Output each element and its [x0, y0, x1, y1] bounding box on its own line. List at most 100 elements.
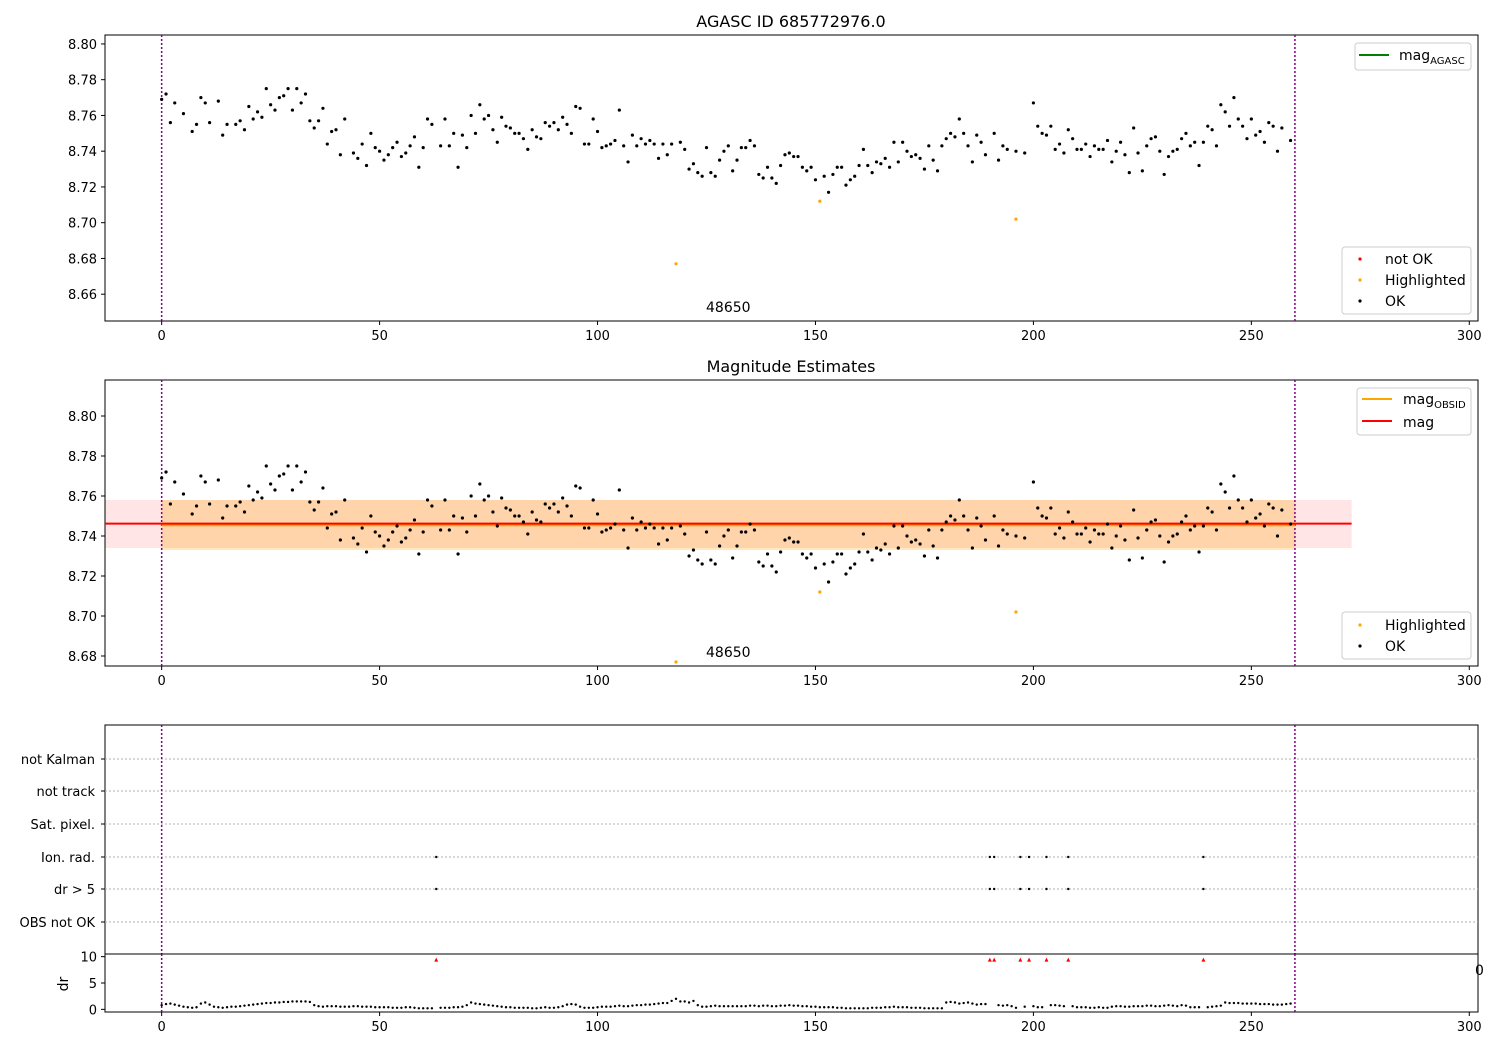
dr-point	[809, 1005, 813, 1008]
panel2-point-ok	[1127, 558, 1131, 562]
dr-point	[609, 1005, 612, 1008]
panel1-point-ok	[848, 178, 852, 182]
panel2-point-highlighted	[674, 660, 678, 664]
flag-row-label: Sat. pixel.	[31, 818, 95, 833]
panel2-point-ok	[896, 546, 900, 550]
dr-point	[901, 1006, 904, 1009]
panel2-point-ok	[1101, 532, 1105, 536]
panel1-point-ok	[1071, 137, 1075, 141]
panel1-point-ok	[517, 131, 521, 135]
dr-point	[330, 1005, 333, 1008]
panel2-point-ok	[1118, 524, 1123, 528]
panel1-point-ok	[892, 140, 896, 144]
panel2-point-ok	[731, 556, 735, 560]
panel1-point-ok	[626, 160, 630, 164]
panel1-point-ok	[504, 124, 508, 128]
dr-point	[1123, 1005, 1127, 1008]
panel2-point-ok	[273, 488, 277, 492]
panel1-point-ok	[534, 135, 539, 139]
panel2-point-ok	[286, 464, 290, 468]
dr-point	[831, 1006, 835, 1009]
panel1-point-ok	[399, 154, 403, 159]
panel2-point-ok	[412, 518, 417, 522]
panel1-point-ok	[465, 146, 469, 150]
panel1-point-ok	[779, 163, 783, 168]
dr-xtick-label: 150	[803, 1020, 828, 1035]
panel2-point-ok	[491, 510, 495, 514]
dr-point	[918, 1006, 922, 1009]
panel1-point-ok	[1044, 133, 1049, 137]
dr-point	[945, 1001, 948, 1004]
panel1-point-ok	[221, 133, 225, 137]
panel1-point-ok	[574, 104, 578, 109]
panel2-point-ok	[1197, 550, 1201, 554]
dr-point	[439, 1006, 442, 1009]
dr-point	[1280, 1003, 1284, 1006]
panel1-point-ok	[199, 95, 203, 100]
panel2-point-ok	[1079, 532, 1083, 536]
dr-point	[888, 1006, 891, 1009]
dr-point	[1023, 1005, 1026, 1008]
panel1-point-ok	[979, 140, 983, 144]
dr-point	[962, 1001, 965, 1005]
panel1-point-ok	[840, 165, 844, 169]
panel2-point-ok	[556, 510, 560, 514]
panel2-point-ok	[626, 546, 630, 550]
panel2-point-ok	[918, 542, 922, 546]
panel1-ytick-label: 8.74	[68, 145, 97, 160]
panel1-point-ok	[1097, 147, 1101, 151]
panel1-mag-agasc-legend-text: magAGASC	[1399, 48, 1465, 67]
panel1-point-ok	[639, 137, 643, 141]
panel2-point-ok	[255, 490, 260, 494]
dr-point	[291, 1000, 294, 1003]
dr-point	[238, 1005, 242, 1008]
panel1-point-ok	[1271, 124, 1275, 128]
panel2-point-ok	[1105, 522, 1110, 526]
panel1-point-ok	[500, 115, 504, 119]
panel2-point-ok	[465, 530, 469, 534]
dr-ytick-label: 5	[89, 977, 97, 992]
flag-point	[1045, 887, 1048, 891]
dr-point	[391, 1006, 394, 1009]
dr-point	[282, 1000, 285, 1004]
panel1-point-ok	[735, 158, 739, 162]
panel2-point-ok	[1262, 524, 1267, 528]
dr-point	[587, 1006, 591, 1009]
dr-point	[1049, 1003, 1053, 1007]
panel2-point-ok	[1153, 518, 1158, 522]
panel1-point-ok	[853, 174, 857, 178]
panel1-point-ok	[870, 171, 874, 175]
dr-point	[1010, 1005, 1013, 1008]
panel1-point-ok	[1267, 120, 1271, 125]
panel2-point-ok	[1005, 532, 1009, 536]
panel2-point-ok	[962, 514, 966, 518]
panel2-point-ok	[1136, 536, 1140, 540]
panel1-point-ok	[857, 163, 861, 168]
dr-point	[1267, 1002, 1270, 1006]
dr-point	[775, 1005, 778, 1008]
panel1-title: AGASC ID 685772976.0	[696, 12, 885, 31]
panel2-point-ok	[221, 516, 225, 520]
panel1-point-ok	[1014, 149, 1018, 153]
panel1-point-ok	[1158, 149, 1162, 153]
dr-point	[500, 1005, 503, 1008]
panel2-point-ok	[774, 570, 778, 574]
panel2-point-ok	[303, 470, 308, 474]
panel1-point-ok	[1053, 147, 1057, 151]
dr-point	[1237, 1001, 1240, 1005]
panel1-point-ok	[1145, 144, 1149, 148]
dr-point	[369, 1005, 373, 1008]
dr-point	[526, 1006, 529, 1009]
panel1-point-ok	[578, 106, 582, 110]
dr-xtick-label: 250	[1239, 1020, 1264, 1035]
panel1-point-ok	[439, 144, 443, 148]
panel1-point-ok	[1193, 140, 1197, 144]
dr-point	[818, 1006, 822, 1009]
panel1-point-ok	[1201, 140, 1205, 144]
panel2-point-ok	[970, 546, 974, 550]
panel2-point-ok	[417, 552, 421, 556]
panel2-point-ok	[194, 504, 199, 508]
dr-point	[1245, 1002, 1249, 1005]
dr-xtick-label: 50	[371, 1020, 388, 1035]
dr-point	[548, 1006, 551, 1009]
